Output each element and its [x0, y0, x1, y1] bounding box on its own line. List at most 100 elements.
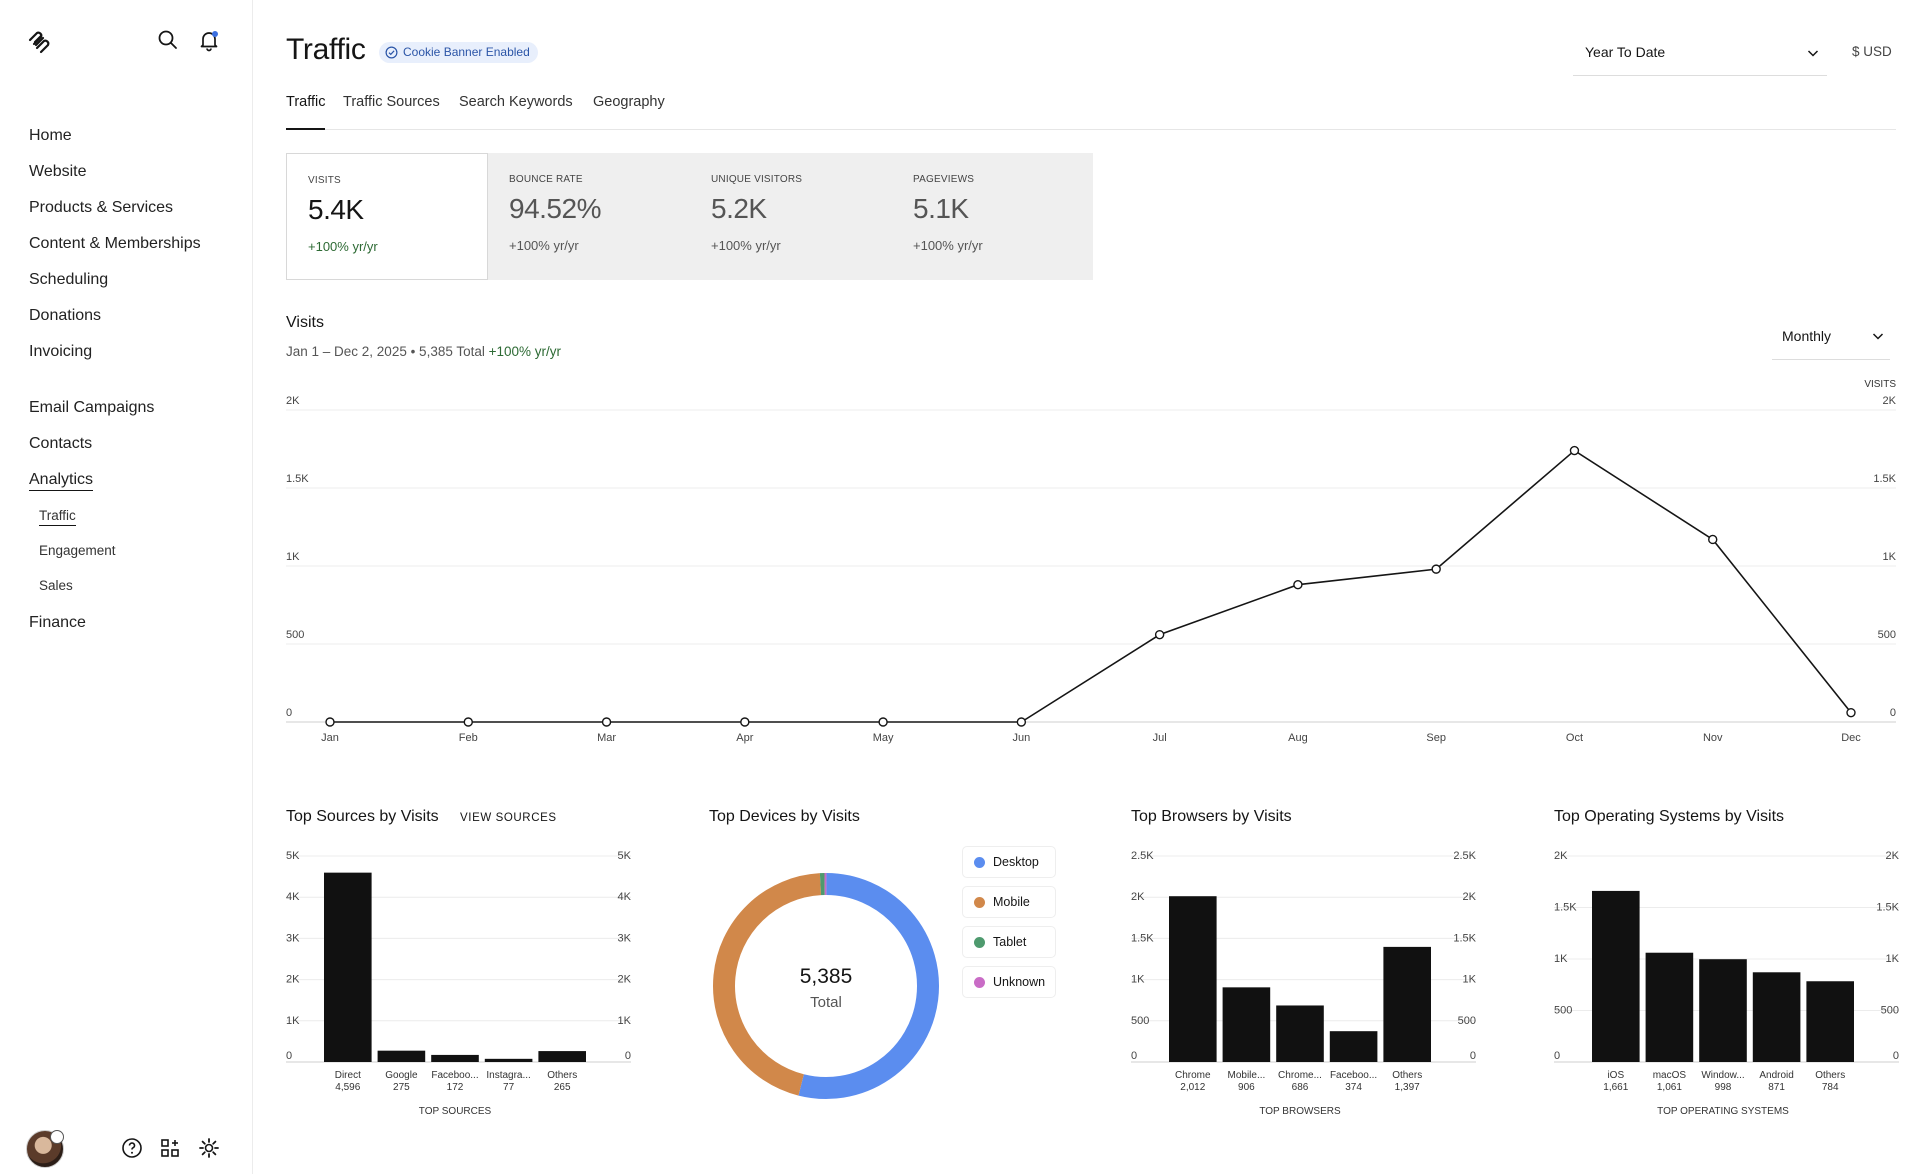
bar [484, 1058, 533, 1062]
sidebar-item-donations[interactable]: Donations [29, 307, 102, 324]
x-axis-title: TOP SOURCES [419, 1106, 492, 1117]
metric-card-bounce-rate[interactable]: BOUNCE RATE 94.52% +100% yr/yr [488, 153, 690, 280]
tab-geography[interactable]: Geography [593, 94, 665, 110]
avatar[interactable] [26, 1130, 64, 1168]
sidebar-item-home[interactable]: Home [29, 127, 72, 144]
sidebar-item-finance[interactable]: Finance [29, 614, 86, 631]
y-tick-label-left: 4K [286, 891, 300, 903]
bar-category-label: Window... [1701, 1070, 1744, 1081]
check-circle-icon [385, 46, 398, 59]
y-tick-label-right: 1.5K [1453, 932, 1476, 944]
bar [538, 1051, 586, 1062]
y-tick-label-right: 1K [1463, 974, 1477, 986]
y-tick-label-right: 2K [1883, 395, 1896, 407]
bar-value-label: 998 [1715, 1082, 1732, 1093]
tab-bar: Traffic Traffic Sources Search Keywords … [286, 90, 1896, 130]
y-tick-label-right: 0 [1470, 1050, 1476, 1062]
visits-subtitle-delta: +100% yr/yr [488, 344, 562, 359]
sidebar-item-contacts[interactable]: Contacts [29, 435, 93, 452]
sidebar-item-scheduling[interactable]: Scheduling [29, 271, 109, 288]
data-point [1431, 564, 1441, 574]
bar-category-label: Others [1392, 1070, 1422, 1081]
tab-traffic-sources[interactable]: Traffic Sources [343, 94, 440, 110]
sidebar-subitem-sales[interactable]: Sales [39, 578, 73, 593]
bar-value-label: 1,061 [1657, 1082, 1682, 1093]
donut-slice-desktop [798, 873, 939, 1099]
x-axis-title: TOP OPERATING SYSTEMS [1657, 1106, 1789, 1117]
bar [1329, 1031, 1378, 1062]
bar-value-label: 784 [1822, 1082, 1839, 1093]
bar-value-label: 1,397 [1395, 1082, 1420, 1093]
visits-line-chart: VISITS 0 0 500 500 1K 1K 1.5K 1.5K 2K 2K Jan Feb Mar A… [286, 379, 1896, 744]
y-tick-label-left: 1.5K [286, 473, 309, 485]
metric-delta: +100% yr/yr [711, 238, 781, 253]
period-select[interactable]: Monthly [1772, 322, 1890, 360]
legend-item-desktop[interactable]: Desktop [962, 846, 1056, 878]
search-icon[interactable] [156, 28, 180, 52]
squarespace-logo-icon[interactable] [26, 28, 52, 54]
sidebar-item-analytics[interactable]: Analytics [29, 462, 201, 498]
legend-item-tablet[interactable]: Tablet [962, 926, 1056, 958]
bar-category-label: Google [385, 1070, 418, 1081]
page-title: Traffic [286, 33, 366, 66]
donut-total-label: Total [810, 994, 842, 1011]
bar [1592, 890, 1640, 1062]
sidebar-item-products-services[interactable]: Products & Services [29, 199, 174, 216]
y-tick-label-right: 1K [1886, 953, 1900, 965]
settings-gear-icon[interactable] [197, 1136, 221, 1160]
mobile-color-dot [974, 896, 985, 908]
date-range-select[interactable]: Year To Date [1573, 36, 1827, 76]
metric-card-pageviews[interactable]: PAGEVIEWS 5.1K +100% yr/yr [892, 153, 1094, 280]
metric-label: UNIQUE VISITORS [711, 174, 803, 185]
y-tick-label-left: 0 [286, 1050, 292, 1062]
apps-grid-icon[interactable] [158, 1136, 182, 1160]
y-tick-label-right: 500 [1881, 1005, 1899, 1017]
x-axis-title: TOP BROWSERS [1259, 1106, 1341, 1117]
help-icon[interactable] [120, 1136, 144, 1160]
sidebar-subitem-engagement[interactable]: Engagement [39, 543, 116, 558]
sidebar-subitem-traffic[interactable]: Traffic [29, 498, 201, 533]
avatar-badge-icon [50, 1130, 64, 1144]
devices-legend: Desktop Mobile Tablet Unknown [962, 846, 1056, 1006]
data-point [1846, 707, 1856, 718]
bar-category-label: Android [1759, 1070, 1793, 1081]
chevron-down-icon [1807, 50, 1819, 57]
bar-value-label: 275 [393, 1082, 410, 1093]
y-tick-label-left: 3K [286, 932, 300, 944]
bar [1222, 987, 1271, 1062]
tab-traffic[interactable]: Traffic [286, 94, 326, 130]
x-tick-label: Sep [1426, 732, 1446, 744]
sidebar-item-website[interactable]: Website [29, 163, 87, 180]
legend-label: Unknown [993, 975, 1046, 989]
sidebar-item-invoicing[interactable]: Invoicing [29, 343, 93, 360]
devices-donut-chart: 5,385 Total [713, 873, 939, 1099]
view-sources-link[interactable]: VIEW SOURCES [460, 812, 557, 824]
top-devices-title: Top Devices by Visits [709, 808, 860, 825]
metric-card-visits[interactable]: VISITS 5.4K +100% yr/yr [286, 153, 488, 280]
y-tick-label-left: 1.5K [1131, 932, 1154, 944]
y-tick-label-left: 0 [1131, 1050, 1137, 1062]
y-tick-label-right: 4K [618, 891, 632, 903]
notification-bell-icon[interactable] [197, 28, 221, 52]
desktop-color-dot [974, 856, 985, 868]
bar-category-label: Direct [335, 1070, 361, 1081]
x-tick-label: Feb [459, 732, 478, 744]
metric-label: PAGEVIEWS [913, 174, 975, 185]
visits-series-line [330, 449, 1852, 723]
data-point [1154, 629, 1165, 640]
tab-search-keywords[interactable]: Search Keywords [459, 94, 573, 110]
legend-item-unknown[interactable]: Unknown [962, 966, 1056, 998]
bar [377, 1050, 426, 1062]
bar-value-label: 374 [1345, 1082, 1362, 1093]
y-tick-label-right: 2.5K [1453, 850, 1476, 862]
top-browsers-bar-chart: 0 0 500 500 1K 1K 1.5K 1.5K 2K 2K 2.5K 2.5K Chrome2,… [1131, 850, 1477, 1117]
sidebar-item-content-memberships[interactable]: Content & Memberships [29, 235, 201, 252]
sidebar-item-email-campaigns[interactable]: Email Campaigns [29, 399, 155, 416]
currency-label: $ USD [1852, 44, 1892, 59]
y-tick-label-left: 2K [286, 395, 300, 407]
metric-card-unique-visitors[interactable]: UNIQUE VISITORS 5.2K +100% yr/yr [690, 153, 892, 280]
legend-item-mobile[interactable]: Mobile [962, 886, 1056, 918]
metric-value: 94.52% [509, 193, 601, 224]
metric-label: BOUNCE RATE [509, 174, 583, 185]
x-tick-label: Apr [736, 732, 753, 744]
